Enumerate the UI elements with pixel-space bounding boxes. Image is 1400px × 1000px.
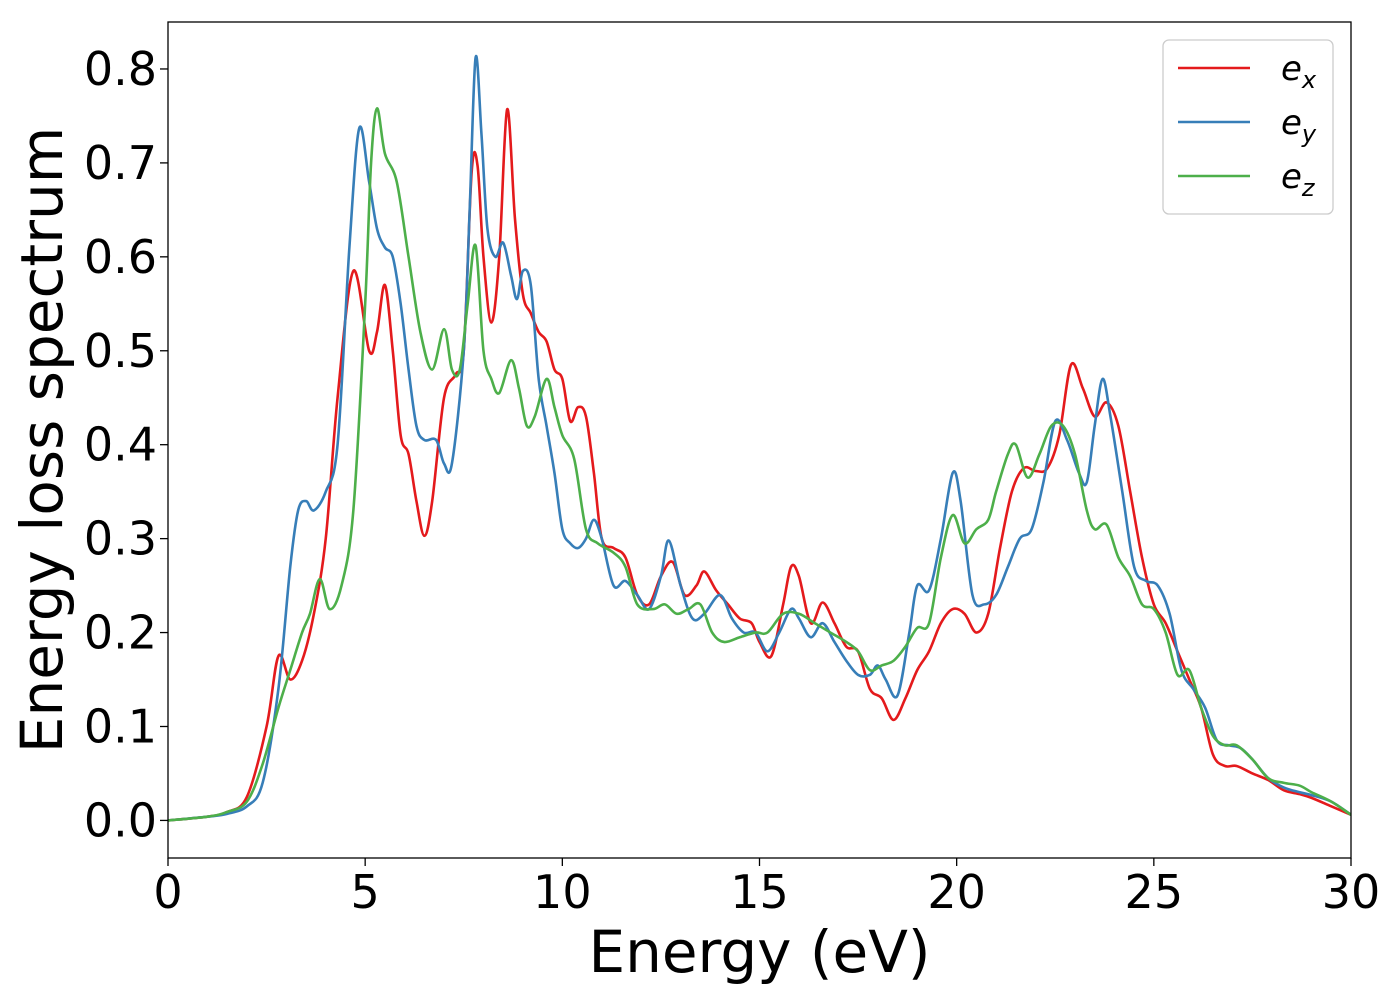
x-tick-label: 15: [730, 865, 789, 919]
y-tick-label: 0.6: [84, 230, 157, 284]
x-tick-label: 30: [1322, 865, 1381, 919]
y-tick-label: 0.7: [84, 136, 157, 190]
x-tick-label: 10: [533, 865, 592, 919]
x-axis-label: Energy (eV): [588, 918, 930, 986]
x-tick-label: 25: [1125, 865, 1184, 919]
series-line-e-x: [168, 108, 1351, 822]
legend-box: [1162, 39, 1334, 215]
series-line-e-z: [168, 107, 1351, 822]
y-tick-label: 0.5: [84, 324, 157, 378]
y-axis: 0.0 0.1 0.2 0.3 0.4 0.5 0.6 0.7 0.8: [84, 42, 168, 847]
y-tick-label: 0.2: [84, 606, 157, 660]
x-tick-label: 20: [927, 865, 986, 919]
y-tick-label: 0.4: [84, 418, 157, 472]
y-tick-label: 0.8: [84, 42, 157, 96]
x-axis: 0 5 10 15 20 25 30: [153, 858, 1380, 919]
legend-label-e-x: ex: [1281, 49, 1317, 94]
legend-label-e-z: ez: [1281, 157, 1316, 202]
x-tick-label: 5: [351, 865, 380, 919]
x-tick-label: 0: [153, 865, 182, 919]
series-layer: [168, 54, 1351, 822]
y-tick-label: 0.3: [84, 512, 157, 566]
y-tick-label: 0.1: [84, 699, 157, 753]
series-line-e-y: [168, 54, 1351, 822]
y-axis-label: Energy loss spectrum: [8, 127, 76, 753]
legend: ex ey ez: [1162, 39, 1334, 215]
legend-label-e-y: ey: [1281, 103, 1317, 148]
y-tick-label: 0.0: [84, 793, 157, 847]
